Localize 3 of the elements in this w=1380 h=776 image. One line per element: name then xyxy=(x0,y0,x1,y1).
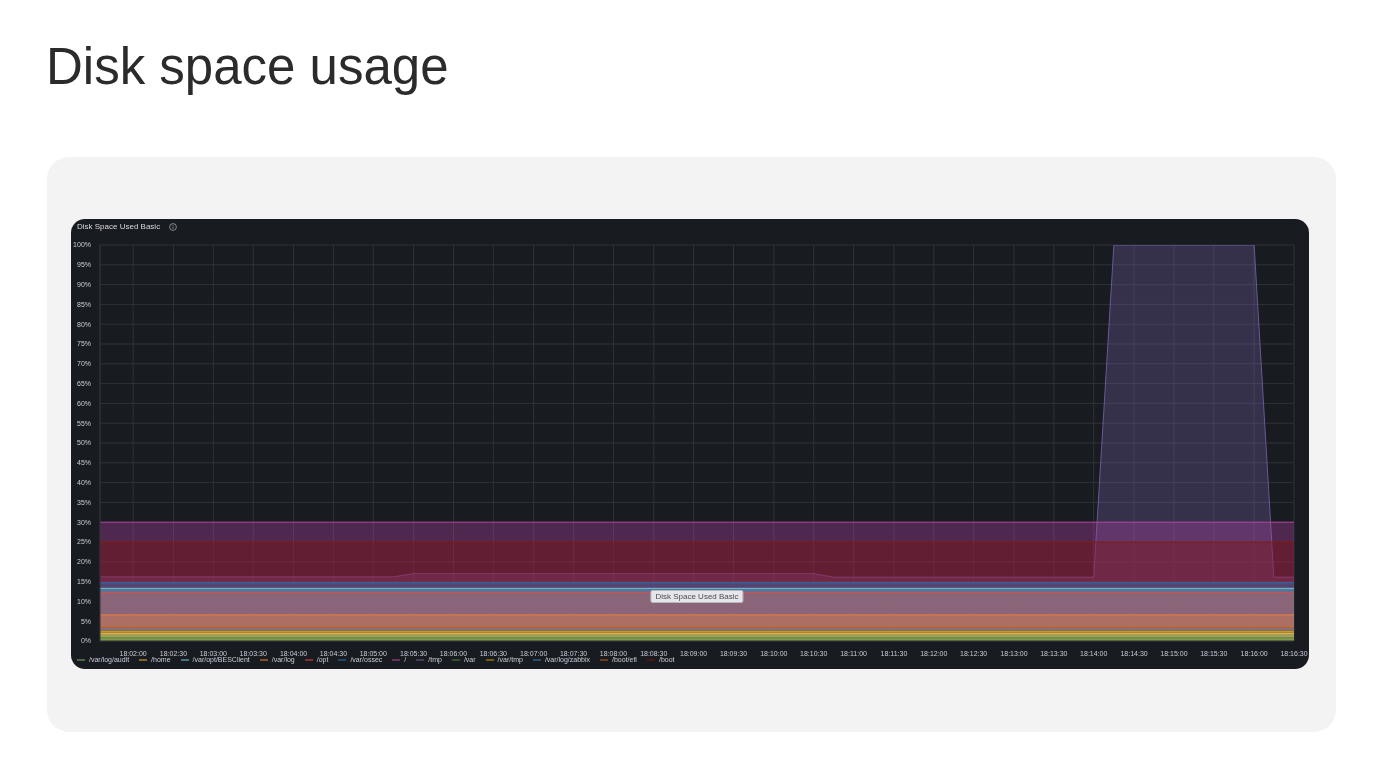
annotation: Disk Space Used Basic xyxy=(655,591,739,601)
chart-subtitle: Disk Space Used Basic xyxy=(77,222,161,231)
chart-title: Disk space usage xyxy=(46,37,449,96)
